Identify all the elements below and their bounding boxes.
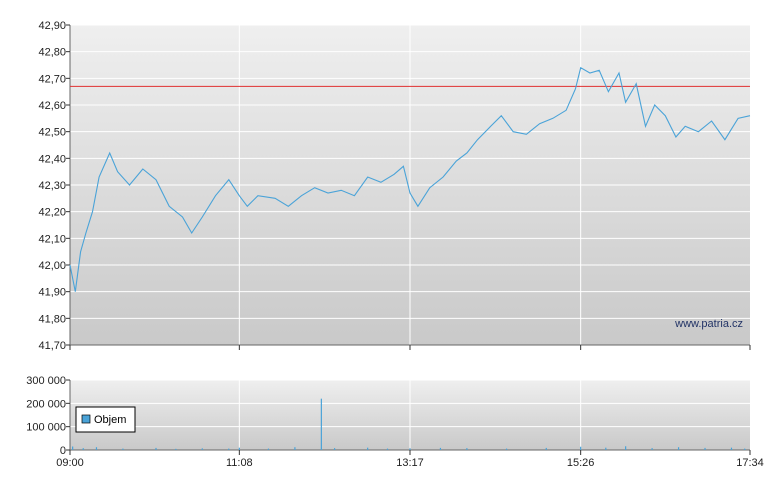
volume-y-tick-label: 100 000	[26, 422, 66, 434]
volume-bar	[386, 448, 389, 450]
volume-bar	[545, 447, 547, 450]
volume-bar	[201, 448, 203, 450]
volume-bar	[238, 447, 240, 450]
price-y-tick-label: 41,90	[38, 287, 66, 299]
x-tick-label: 09:00	[56, 457, 84, 469]
price-y-tick-label: 42,30	[38, 180, 66, 192]
volume-legend: Objem	[75, 406, 136, 433]
volume-chart: 0 100 000 200 000 300 000 Objem	[26, 375, 750, 457]
watermark: www.patria.cz	[674, 318, 743, 330]
price-y-tick-label: 42,00	[38, 260, 66, 272]
x-tick-label: 15:26	[567, 457, 595, 469]
x-axis: 09:00 11:08 13:17 15:26 17:34	[56, 345, 764, 469]
price-grid	[69, 24, 750, 346]
volume-bar	[466, 448, 468, 450]
price-y-tick-label: 42,80	[38, 47, 66, 59]
volume-y-tick-label: 200 000	[26, 398, 66, 410]
volume-y-tick-label: 0	[60, 445, 66, 457]
volume-bar	[155, 447, 157, 450]
x-tick-label: 17:34	[736, 457, 764, 469]
volume-bar	[228, 448, 230, 450]
volume-bar	[605, 447, 607, 450]
volume-bar	[505, 448, 508, 450]
volume-y-ticks: 0 100 000 200 000 300 000	[26, 375, 70, 457]
volume-bar	[439, 447, 442, 450]
price-y-tick-label: 42,70	[38, 73, 66, 85]
price-y-tick-label: 42,10	[38, 233, 66, 245]
volume-bar	[320, 398, 322, 450]
price-y-ticks: 41,70 41,80 41,90 42,00 42,10 42,20 42,30 42,40…	[38, 20, 70, 352]
volume-bar	[409, 448, 411, 450]
legend-swatch	[81, 414, 91, 424]
price-y-tick-label: 42,90	[38, 20, 66, 32]
volume-y-tick-label: 300 000	[26, 375, 66, 387]
volume-bar	[333, 448, 336, 450]
volume-bar	[175, 448, 177, 450]
volume-bar	[294, 447, 296, 450]
volume-bar	[95, 447, 98, 450]
volume-bar	[730, 447, 733, 450]
volume-bar	[625, 446, 627, 450]
price-y-tick-label: 42,20	[38, 207, 66, 219]
volume-bar	[580, 446, 582, 450]
volume-bar	[704, 447, 706, 450]
price-y-tick-label: 42,50	[38, 127, 66, 139]
volume-bar	[122, 448, 124, 450]
price-y-tick-label: 41,80	[38, 313, 66, 325]
volume-bar	[367, 447, 369, 450]
price-chart: 41,70 41,80 41,90 42,00 42,10 42,20 42,30 42,40…	[38, 20, 751, 352]
volume-bar	[744, 448, 746, 450]
volume-bar	[267, 448, 270, 450]
volume-bars	[72, 398, 746, 450]
volume-bar	[651, 448, 653, 450]
price-series-line	[69, 66, 751, 292]
price-y-tick-label: 42,60	[38, 100, 66, 112]
legend-label: Objem	[94, 414, 126, 426]
volume-bar	[82, 448, 84, 450]
price-y-tick-label: 42,40	[38, 153, 66, 165]
x-tick-label: 11:08	[226, 457, 253, 469]
x-tick-label: 13:17	[396, 457, 424, 469]
price-y-tick-label: 41,70	[38, 340, 66, 352]
volume-bar	[72, 446, 74, 450]
volume-bar	[677, 447, 680, 450]
